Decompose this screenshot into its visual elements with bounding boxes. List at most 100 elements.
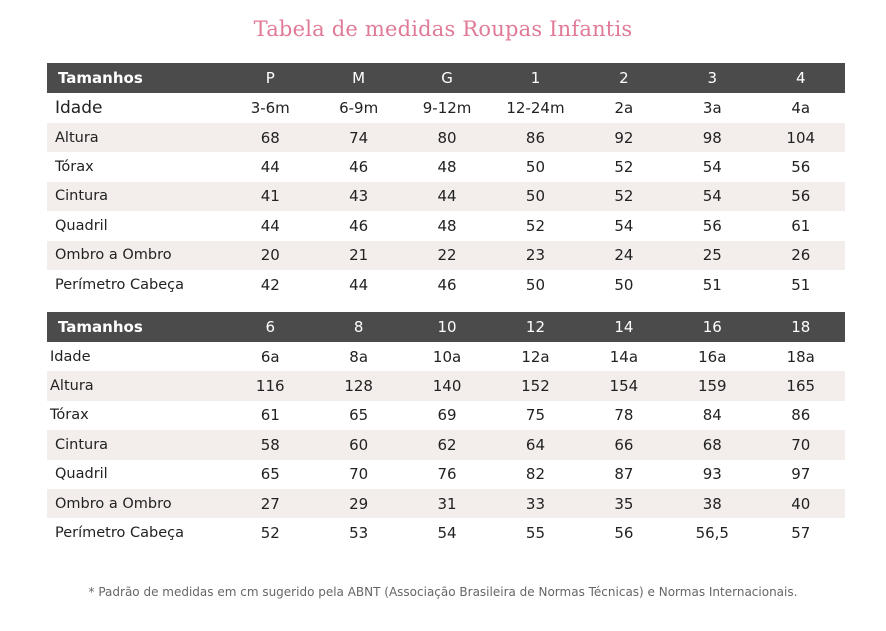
table-row: Idade 6a 8a 10a 12a 14a 16a 18a xyxy=(47,342,845,371)
row-label: Quadril xyxy=(55,217,108,234)
table-cell: 70 xyxy=(756,430,845,460)
row-label: Ombro a Ombro xyxy=(47,488,227,519)
table-cell: 86 xyxy=(491,123,580,153)
size-header: 12 xyxy=(491,312,580,342)
row-label: Altura xyxy=(47,123,227,153)
table-cell: 66 xyxy=(579,430,669,460)
table-cell: 33 xyxy=(491,488,580,519)
table-cell: 18a xyxy=(786,347,815,366)
table-row: Ombro a Ombro 27 29 31 33 35 38 40 xyxy=(47,488,845,519)
table-cell: 43 xyxy=(314,181,403,212)
table-cell: 93 xyxy=(702,465,722,484)
table-row: Altura 68 74 80 86 92 98 104 xyxy=(47,123,845,153)
table-cell: 50 xyxy=(614,275,634,294)
table-cell: 44 xyxy=(260,216,280,235)
header-label: Tamanhos xyxy=(47,63,227,93)
table-cell: 65 xyxy=(349,406,369,425)
size-header: 8 xyxy=(314,312,403,342)
size-header: 10 xyxy=(402,312,492,342)
table-cell: 48 xyxy=(437,216,457,235)
table-cell: 3a xyxy=(702,99,722,117)
table-cell: 92 xyxy=(579,123,669,153)
size-header: P xyxy=(226,63,315,93)
row-label: Quadril xyxy=(55,466,108,483)
table-cell: 21 xyxy=(314,240,403,270)
table-row: Quadril 65 70 76 82 87 93 97 xyxy=(47,460,845,489)
size-header: M xyxy=(314,63,403,93)
table-cell: 44 xyxy=(260,158,280,177)
table-cell: 44 xyxy=(349,275,369,294)
table-cell: 152 xyxy=(491,371,580,401)
row-label: Idade xyxy=(50,348,91,365)
table-cell: 68 xyxy=(226,123,315,153)
table-cell: 14a xyxy=(609,347,639,366)
size-header: 1 xyxy=(491,63,580,93)
row-label: Tórax xyxy=(50,407,89,424)
table-cell: 22 xyxy=(402,240,492,270)
table-cell: 69 xyxy=(437,406,457,425)
table-cell: 52 xyxy=(525,216,546,235)
size-header: 18 xyxy=(756,312,845,342)
table-cell: 65 xyxy=(260,465,280,484)
table-cell: 48 xyxy=(437,158,457,177)
table-cell: 74 xyxy=(314,123,403,153)
table-cell: 128 xyxy=(314,371,403,401)
table-cell: 16a xyxy=(698,347,727,366)
table-cell: 10a xyxy=(432,347,462,366)
table-cell: 26 xyxy=(756,240,845,270)
size-header: 6 xyxy=(226,312,315,342)
table-cell: 104 xyxy=(756,123,845,153)
table-cell: 20 xyxy=(226,240,315,270)
footnote: * Padrão de medidas em cm sugerido pela … xyxy=(88,585,798,599)
page-title: Tabela de medidas Roupas Infantis xyxy=(253,17,633,41)
size-header: 14 xyxy=(579,312,669,342)
table-cell: 56 xyxy=(756,181,845,212)
table-cell: 46 xyxy=(349,216,369,235)
table-cell: 6a xyxy=(260,347,280,366)
table-cell: 51 xyxy=(702,275,722,294)
table-cell: 56 xyxy=(791,158,811,177)
table-cell: 54 xyxy=(614,216,634,235)
table-cell: 52 xyxy=(260,524,280,543)
table-cell: 56,5 xyxy=(695,524,729,543)
table-cell: 50 xyxy=(525,275,546,294)
table-cell: 54 xyxy=(437,524,457,543)
table-cell: 87 xyxy=(614,465,634,484)
table-cell: 84 xyxy=(702,406,722,425)
table-cell: 57 xyxy=(791,524,811,543)
table-cell: 2a xyxy=(614,99,634,117)
table-row: Tórax 44 46 48 50 52 54 56 xyxy=(47,152,845,181)
table-cell: 54 xyxy=(668,181,757,212)
table-cell: 6-9m xyxy=(339,99,379,117)
table-cell: 116 xyxy=(226,371,315,401)
table-cell: 80 xyxy=(402,123,492,153)
table-cell: 42 xyxy=(260,275,280,294)
table-cell: 51 xyxy=(791,275,811,294)
table-cell: 70 xyxy=(349,465,369,484)
table-row: Perímetro Cabeça 42 44 46 50 50 51 51 xyxy=(47,270,845,299)
table-cell: 154 xyxy=(579,371,669,401)
table-row: Altura 116 128 140 152 154 159 165 xyxy=(47,371,845,401)
table-cell: 68 xyxy=(668,430,757,460)
size-header: 2 xyxy=(579,63,669,93)
row-label: Cintura xyxy=(47,181,227,212)
row-label: Idade xyxy=(55,98,103,118)
header-label: Tamanhos xyxy=(47,312,227,342)
table-cell: 165 xyxy=(756,371,845,401)
row-label: Tórax xyxy=(55,159,94,176)
table-cell: 56 xyxy=(614,524,634,543)
size-table-small: Tamanhos P M G 1 2 3 4 Idade 3-6m 6-9m 9… xyxy=(47,63,845,299)
table-cell: 58 xyxy=(226,430,315,460)
row-label: Cintura xyxy=(47,430,227,460)
table-cell: 46 xyxy=(349,158,369,177)
table-cell: 55 xyxy=(525,524,546,543)
size-header: 16 xyxy=(668,312,757,342)
table-cell: 97 xyxy=(791,465,811,484)
table-cell: 78 xyxy=(614,406,634,425)
table-row: Quadril 44 46 48 52 54 56 61 xyxy=(47,211,845,240)
table-cell: 4a xyxy=(791,99,811,117)
table-cell: 98 xyxy=(668,123,757,153)
table-cell: 62 xyxy=(402,430,492,460)
size-header: 3 xyxy=(668,63,757,93)
table-cell: 76 xyxy=(437,465,457,484)
